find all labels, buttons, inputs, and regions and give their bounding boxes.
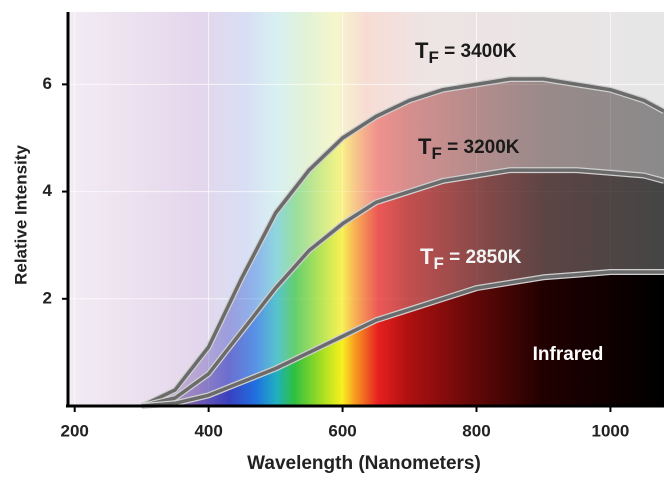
x-tick-label: 400 [194, 421, 222, 440]
y-tick-label: 6 [43, 74, 52, 93]
x-tick-label: 800 [462, 421, 490, 440]
x-axis-label: Wavelength (Nanometers) [247, 453, 481, 474]
chart: Wavelength (Nanometers) Relative Intensi… [0, 0, 664, 477]
y-axis-label: Relative Intensity [11, 145, 30, 285]
annotation: Infrared [533, 344, 604, 365]
x-tick-label: 1000 [592, 421, 630, 440]
x-tick-label: 600 [328, 421, 356, 440]
x-tick-label: 200 [61, 421, 89, 440]
y-tick-label: 4 [43, 181, 53, 200]
y-tick-label: 2 [43, 288, 52, 307]
